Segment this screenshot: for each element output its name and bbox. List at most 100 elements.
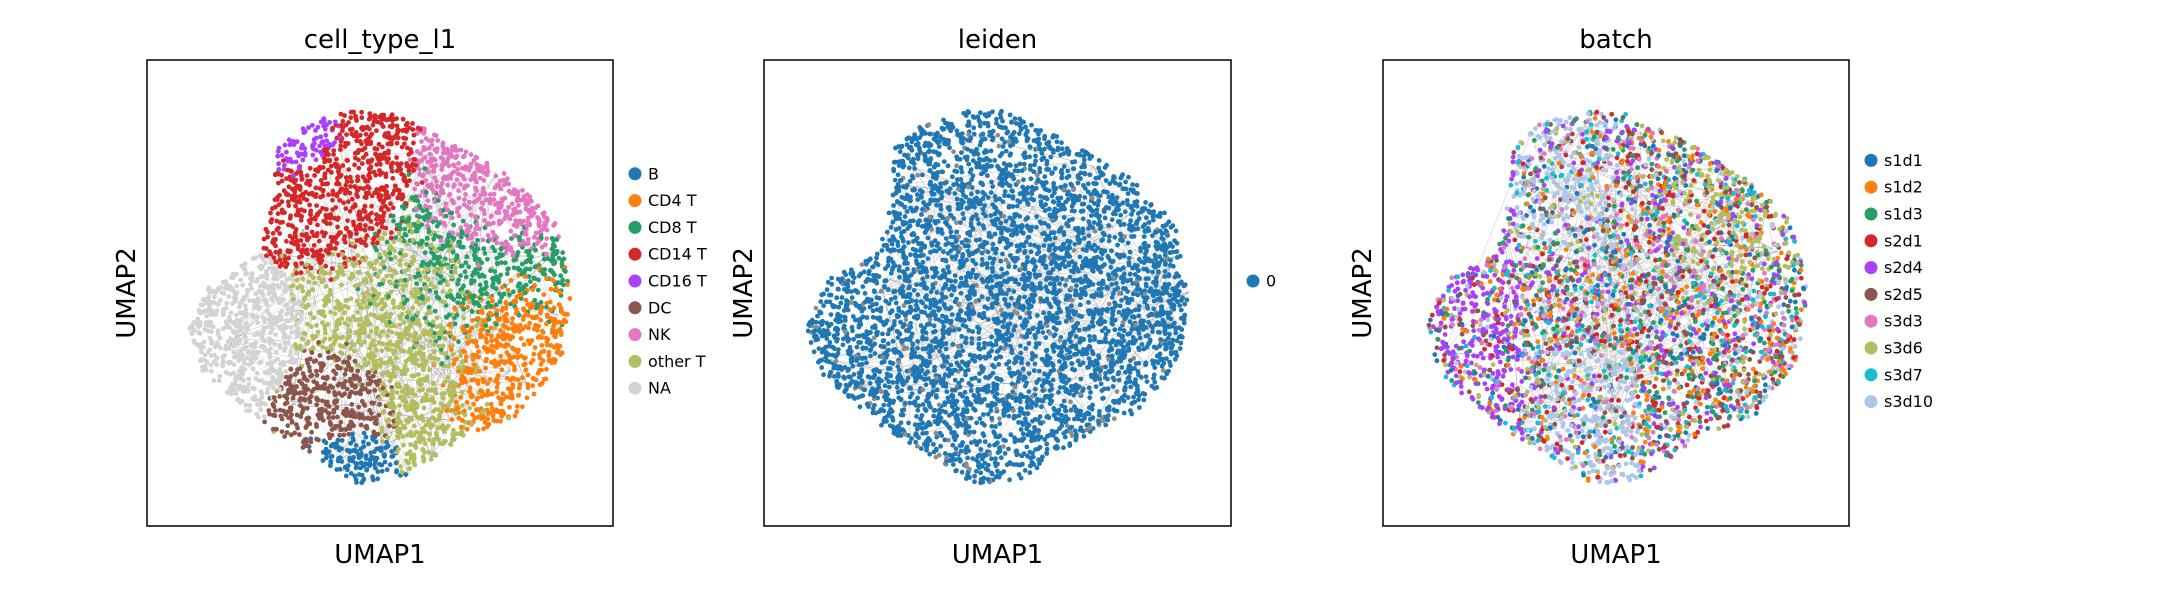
cell-point	[473, 407, 479, 413]
cell-point	[458, 431, 463, 437]
cell-point	[358, 226, 364, 232]
cell-point	[565, 312, 570, 317]
cell-point	[382, 231, 388, 237]
cell-point	[326, 415, 332, 421]
cell-point	[279, 152, 285, 158]
cell-point	[306, 339, 311, 345]
cell-point	[359, 115, 365, 121]
cell-point	[349, 196, 355, 202]
cell-point	[340, 163, 346, 168]
cell-point	[394, 134, 399, 140]
cell-point	[398, 237, 403, 243]
cell-point	[402, 366, 408, 371]
cell-point	[273, 332, 278, 337]
cell-point	[387, 250, 393, 256]
cell-point	[476, 414, 482, 420]
cell-point	[363, 131, 369, 137]
cell-point	[274, 259, 280, 265]
cell-point	[267, 289, 273, 295]
cell-point	[341, 236, 347, 242]
cell-point	[226, 286, 232, 292]
cell-point	[299, 151, 304, 157]
cell-point	[398, 258, 403, 263]
cell-point	[504, 176, 510, 182]
cell-point	[482, 420, 488, 425]
cell-point	[492, 269, 498, 274]
cell-point	[379, 468, 385, 474]
cell-point	[239, 299, 245, 304]
cell-point	[456, 188, 461, 194]
cell-point	[391, 305, 397, 310]
cell-point	[520, 197, 526, 203]
cell-point	[384, 239, 390, 245]
cell-point	[374, 216, 379, 222]
cell-point	[456, 259, 462, 265]
cell-point	[388, 289, 394, 295]
cell-point	[426, 418, 432, 424]
cell-point	[230, 343, 236, 349]
cell-point	[408, 442, 413, 447]
cell-point	[339, 351, 345, 356]
cell-point	[437, 414, 442, 420]
graph-edge	[431, 390, 472, 459]
cell-point	[445, 156, 451, 161]
cell-point	[400, 116, 406, 122]
cell-point	[343, 379, 348, 384]
cell-point	[434, 184, 440, 190]
cell-point	[341, 359, 347, 365]
cell-point	[335, 444, 341, 450]
cell-point	[417, 378, 423, 383]
cell-point	[285, 158, 291, 164]
cell-point	[310, 152, 316, 158]
cell-point	[494, 260, 500, 266]
cell-point	[505, 326, 511, 331]
cell-point	[394, 123, 400, 129]
cell-point	[510, 334, 516, 340]
cell-point	[324, 138, 330, 144]
cell-point	[525, 237, 531, 242]
cell-point	[421, 300, 427, 306]
cell-point	[349, 402, 355, 407]
cell-point	[341, 344, 346, 350]
cell-point	[397, 226, 403, 232]
cell-point	[299, 397, 305, 402]
cell-point	[497, 299, 503, 305]
cell-point	[317, 411, 322, 417]
cell-point	[489, 213, 494, 219]
cell-point	[237, 337, 243, 343]
cell-point	[522, 274, 528, 280]
cell-point	[427, 397, 433, 403]
cell-point	[503, 239, 509, 245]
cell-point	[438, 238, 444, 243]
cell-point	[367, 345, 373, 351]
cell-point	[204, 359, 210, 365]
cell-point	[353, 330, 359, 335]
cell-point	[338, 335, 344, 341]
cell-point	[352, 162, 357, 168]
cell-point	[987, 443, 992, 448]
cell-point	[446, 322, 452, 328]
cell-point	[409, 260, 414, 266]
cell-point	[404, 407, 410, 413]
cell-point	[406, 326, 412, 332]
cell-point	[484, 424, 490, 430]
cell-point	[392, 183, 398, 189]
cell-point	[453, 399, 459, 405]
cell-point	[363, 461, 368, 467]
cell-point	[348, 346, 353, 351]
cell-point	[553, 282, 558, 287]
cell-point	[300, 439, 306, 445]
cell-point	[510, 316, 515, 321]
cell-point	[378, 445, 384, 451]
cell-point	[348, 471, 354, 476]
cell-point	[214, 288, 220, 293]
cell-point	[882, 359, 887, 365]
cell-point	[233, 391, 239, 396]
cell-point	[410, 316, 416, 321]
cell-point	[356, 165, 362, 171]
cell-point	[204, 313, 210, 319]
cell-point	[279, 207, 285, 213]
cell-point	[512, 367, 517, 373]
cell-point	[473, 214, 478, 219]
cell-point	[399, 144, 405, 150]
